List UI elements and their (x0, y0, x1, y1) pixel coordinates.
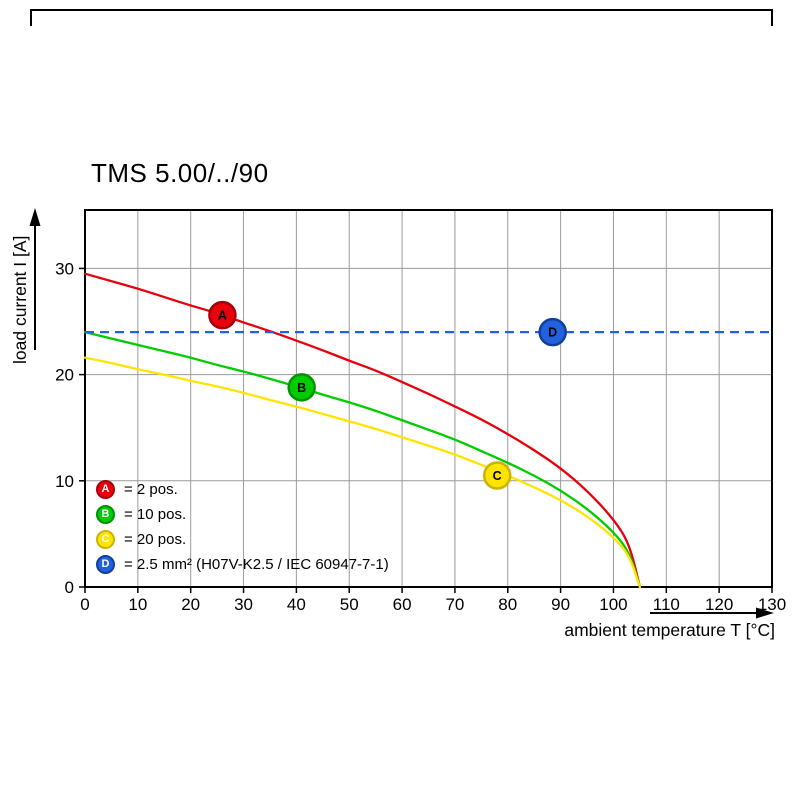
svg-text:C: C (493, 469, 502, 483)
legend-marker-B: B (96, 505, 115, 524)
x-tick-label: 110 (653, 595, 680, 614)
curve-C (83, 356, 642, 589)
y-tick-label: 20 (55, 366, 74, 385)
plot-grid (85, 210, 772, 587)
y-tick-label: 10 (55, 472, 74, 491)
x-tick-label: 40 (287, 595, 306, 614)
x-tick-label: 120 (705, 595, 733, 614)
x-tick-label: 90 (551, 595, 570, 614)
marker-D: D (538, 317, 567, 347)
legend-label: = 2 pos. (124, 481, 178, 498)
legend-label: = 20 pos. (124, 531, 187, 548)
legend-item-D: D = 2.5 mm² (H07V-K2.5 / IEC 60947-7-1) (96, 552, 389, 577)
y-tick-labels: 0 10 20 30 (55, 259, 85, 597)
x-tick-label: 10 (128, 595, 147, 614)
frame-top-border (30, 9, 773, 26)
x-tick-labels: 0 10 20 30 40 50 60 70 80 90 100 110 120 130 (80, 587, 786, 614)
x-tick-label: 130 (758, 595, 786, 614)
legend-marker-A: A (96, 480, 115, 499)
curve-B (83, 330, 642, 589)
x-tick-label: 30 (234, 595, 253, 614)
legend-item-B: B = 10 pos. (96, 502, 389, 527)
legend-marker-D: D (96, 555, 115, 574)
y-axis-arrowhead (29, 208, 41, 226)
x-axis-arrowhead (756, 607, 774, 619)
legend: A = 2 pos. B = 10 pos. C = 20 pos. D = 2.5 mm² … (96, 477, 389, 577)
marker-A: A (208, 300, 237, 330)
y-tick-label: 30 (55, 259, 74, 278)
x-tick-label: 0 (80, 595, 89, 614)
x-tick-label: 80 (498, 595, 517, 614)
plot-frame (84, 209, 773, 588)
y-tick-label: 0 (65, 578, 74, 597)
legend-label: = 2.5 mm² (H07V-K2.5 / IEC 60947-7-1) (124, 556, 389, 573)
x-tick-label: 100 (599, 595, 627, 614)
chart-title: TMS 5.00/../90 (91, 158, 269, 188)
marker-B: B (287, 373, 316, 402)
legend-item-C: C = 20 pos. (96, 527, 389, 552)
legend-item-A: A = 2 pos. (96, 477, 389, 502)
x-tick-label: 70 (445, 595, 464, 614)
marker-C: C (482, 461, 512, 490)
legend-marker-C: C (96, 530, 115, 549)
svg-text:B: B (297, 381, 306, 395)
y-axis-label: load current I [A] (10, 235, 30, 364)
x-tick-label: 20 (181, 595, 200, 614)
legend-label: = 10 pos. (124, 506, 187, 523)
x-axis-label: ambient temperature T [°C] (564, 620, 775, 640)
x-tick-label: 60 (393, 595, 412, 614)
svg-text:A: A (218, 309, 227, 323)
svg-text:D: D (548, 326, 557, 340)
curve-A (83, 272, 642, 589)
x-tick-label: 50 (340, 595, 359, 614)
